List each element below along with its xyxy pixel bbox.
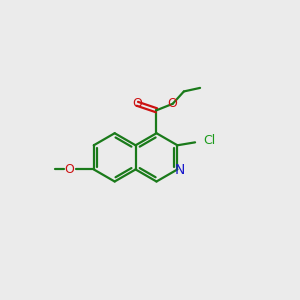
Text: N: N xyxy=(175,163,185,177)
Text: O: O xyxy=(132,97,142,110)
Text: Cl: Cl xyxy=(203,134,216,147)
Text: O: O xyxy=(65,163,75,176)
Text: O: O xyxy=(168,97,178,110)
